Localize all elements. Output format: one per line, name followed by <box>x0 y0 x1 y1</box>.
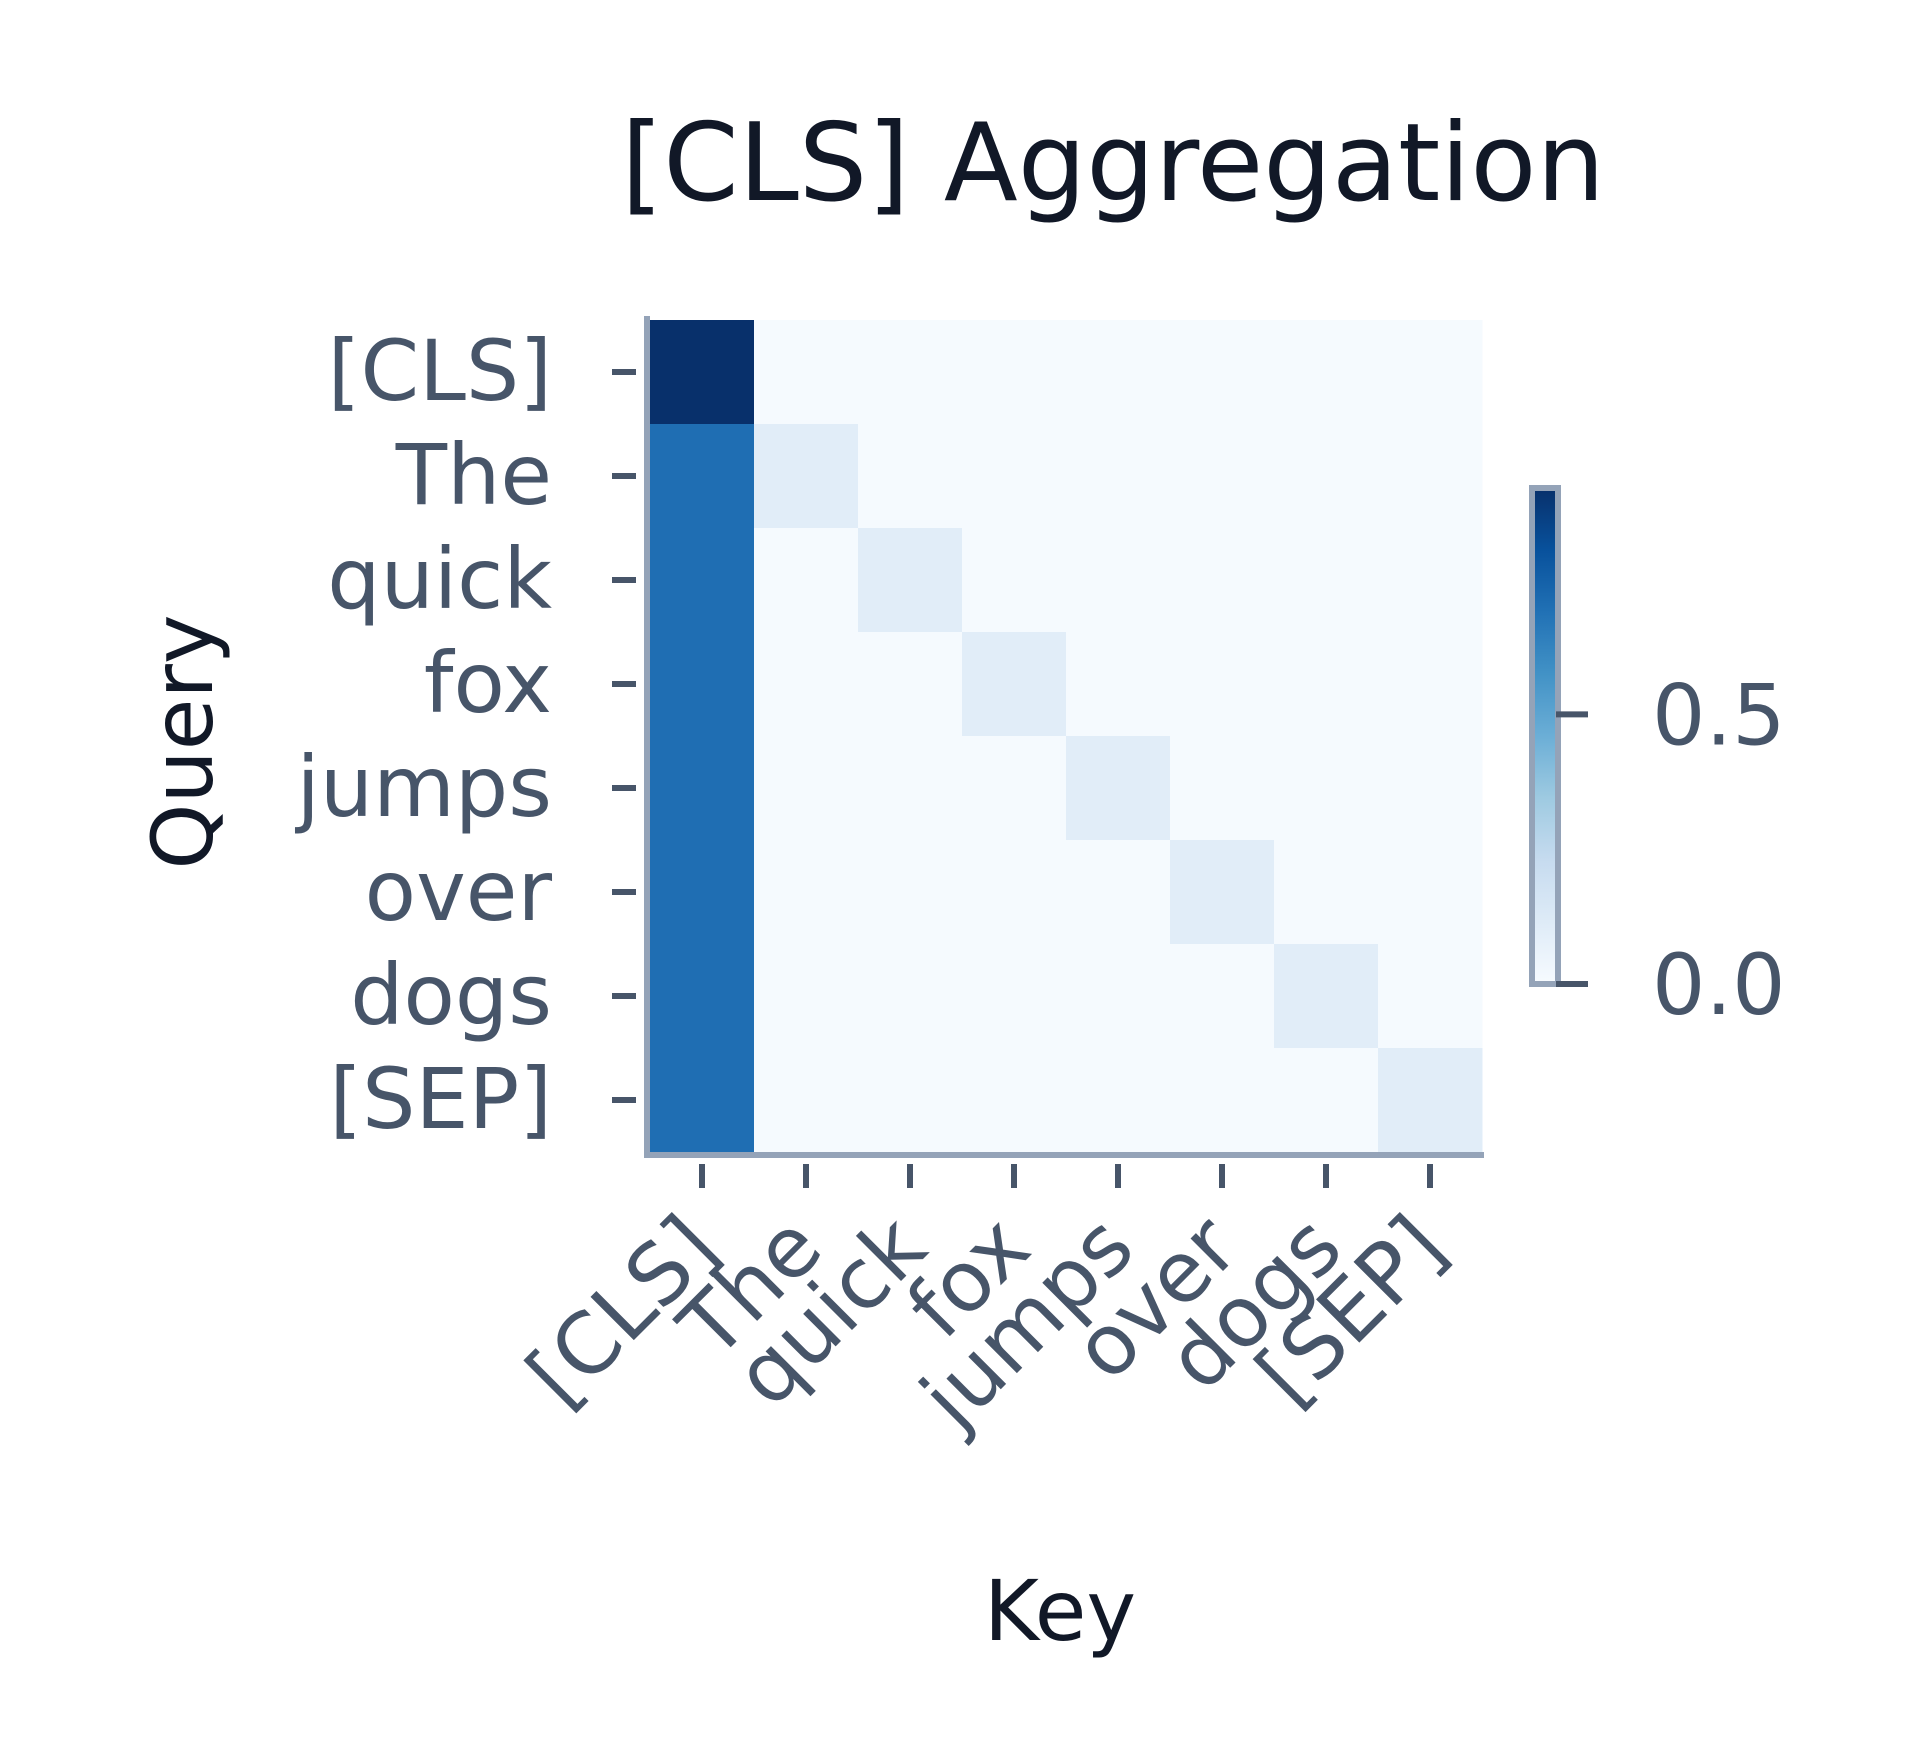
heatmap-cell-3-2 <box>858 632 963 737</box>
heatmap-cell-0-3 <box>962 320 1067 425</box>
heatmap-cell-2-0 <box>650 528 755 633</box>
colorbar: 0.0 0.5 <box>1529 485 1786 1034</box>
heatmap-cell-0-5 <box>1170 320 1275 425</box>
heatmap-cell-5-6 <box>1274 840 1379 945</box>
heatmap-cells <box>650 320 1483 1153</box>
heatmap-cell-7-5 <box>1170 1048 1275 1153</box>
heatmap-cell-5-4 <box>1066 840 1171 945</box>
y-tick-label: dogs <box>350 946 552 1044</box>
heatmap-cell-6-0 <box>650 944 755 1049</box>
heatmap-cell-5-0 <box>650 840 755 945</box>
heatmap-cell-3-6 <box>1274 632 1379 737</box>
heatmap-cell-2-4 <box>1066 528 1171 633</box>
heatmap-cell-4-6 <box>1274 736 1379 841</box>
heatmap-cell-0-0 <box>650 320 755 425</box>
heatmap-cell-4-2 <box>858 736 963 841</box>
heatmap-cell-6-7 <box>1378 944 1483 1049</box>
heatmap-cell-1-4 <box>1066 424 1171 529</box>
colorbar-gradient <box>1529 485 1561 987</box>
heatmap-cell-6-3 <box>962 944 1067 1049</box>
heatmap-cell-4-7 <box>1378 736 1483 841</box>
y-tick-label: [SEP] <box>329 1050 552 1148</box>
heatmap-cell-5-5 <box>1170 840 1275 945</box>
heatmap-cell-3-0 <box>650 632 755 737</box>
heatmap-cell-2-7 <box>1378 528 1483 633</box>
heatmap-cell-2-1 <box>754 528 859 633</box>
heatmap-cell-3-1 <box>754 632 859 737</box>
heatmap-cell-2-2 <box>858 528 963 633</box>
heatmap-cell-5-3 <box>962 840 1067 945</box>
heatmap-cell-5-2 <box>858 840 963 945</box>
heatmap-cell-1-1 <box>754 424 859 529</box>
heatmap-cell-6-1 <box>754 944 859 1049</box>
heatmap-cell-1-2 <box>858 424 963 529</box>
heatmap-cell-3-5 <box>1170 632 1275 737</box>
heatmap-cell-6-6 <box>1274 944 1379 1049</box>
heatmap-cell-7-6 <box>1274 1048 1379 1153</box>
heatmap-cell-6-2 <box>858 944 963 1049</box>
heatmap-cell-2-5 <box>1170 528 1275 633</box>
y-tick-label: jumps <box>295 738 553 836</box>
y-tick-label: The <box>395 426 552 524</box>
heatmap-cell-7-4 <box>1066 1048 1171 1153</box>
y-tick-label: over <box>365 842 553 940</box>
heatmap-cell-3-7 <box>1378 632 1483 737</box>
heatmap-cell-7-1 <box>754 1048 859 1153</box>
heatmap-cell-1-7 <box>1378 424 1483 529</box>
heatmap-cell-1-6 <box>1274 424 1379 529</box>
heatmap-cell-2-3 <box>962 528 1067 633</box>
y-axis-title: Query <box>134 614 232 869</box>
chart-title: [CLS] Aggregation <box>621 101 1605 226</box>
y-tick-label: fox <box>424 634 552 732</box>
x-axis-title: Key <box>984 1562 1136 1660</box>
heatmap-cell-0-6 <box>1274 320 1379 425</box>
heatmap-cell-4-5 <box>1170 736 1275 841</box>
heatmap-cell-0-7 <box>1378 320 1483 425</box>
heatmap-cell-0-4 <box>1066 320 1171 425</box>
colorbar-tick-label: 0.5 <box>1652 666 1786 764</box>
heatmap-cell-1-0 <box>650 424 755 529</box>
heatmap-cell-0-2 <box>858 320 963 425</box>
heatmap-cell-2-6 <box>1274 528 1379 633</box>
heatmap-cell-7-2 <box>858 1048 963 1153</box>
heatmap-cell-7-7 <box>1378 1048 1483 1153</box>
heatmap-cell-3-4 <box>1066 632 1171 737</box>
heatmap-cell-5-7 <box>1378 840 1483 945</box>
heatmap-cell-0-1 <box>754 320 859 425</box>
colorbar-tick-label: 0.0 <box>1652 936 1786 1034</box>
heatmap-cell-5-1 <box>754 840 859 945</box>
heatmap-cell-7-0 <box>650 1048 755 1153</box>
heatmap-cell-1-5 <box>1170 424 1275 529</box>
heatmap-cell-4-1 <box>754 736 859 841</box>
heatmap-cell-1-3 <box>962 424 1067 529</box>
heatmap-cell-6-4 <box>1066 944 1171 1049</box>
y-tick-label: [CLS] <box>328 322 552 420</box>
heatmap-cell-3-3 <box>962 632 1067 737</box>
heatmap-cell-4-0 <box>650 736 755 841</box>
heatmap-cell-4-4 <box>1066 736 1171 841</box>
heatmap-cell-6-5 <box>1170 944 1275 1049</box>
heatmap-cell-7-3 <box>962 1048 1067 1153</box>
heatmap-cell-4-3 <box>962 736 1067 841</box>
y-tick-label: quick <box>327 530 552 628</box>
